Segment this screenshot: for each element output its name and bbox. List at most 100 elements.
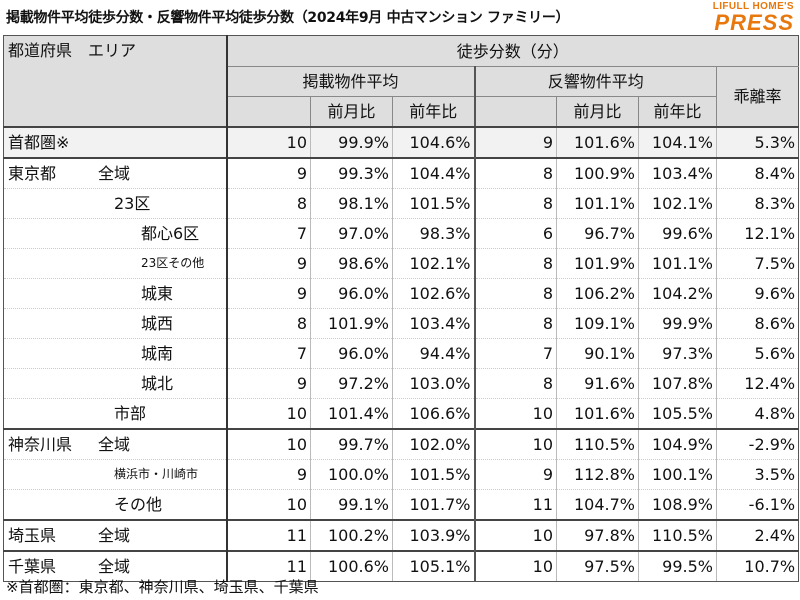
divergence-rate: 10.7% [716,550,800,582]
response-yoy: 99.6% [638,218,717,249]
header-pref-area: 都道府県 エリア [3,35,228,128]
listing-mom: 98.1% [310,188,393,219]
response-minutes: 10 [474,428,557,460]
response-minutes: 10 [474,519,557,552]
response-yoy: 104.1% [638,126,717,159]
response-yoy: 101.1% [638,248,717,279]
response-minutes: 9 [474,126,557,159]
response-yoy: 99.5% [638,550,717,582]
divergence-rate: 2.4% [716,519,800,552]
header-response-mom: 前月比 [556,96,639,128]
listing-minutes: 9 [226,157,311,189]
pref-cell: 首都圏※ [3,126,228,159]
response-yoy: 99.9% [638,308,717,339]
response-mom: 104.7% [556,489,639,521]
listing-minutes: 9 [226,248,311,279]
listing-mom: 100.2% [310,519,393,552]
response-minutes: 8 [474,308,557,339]
listing-yoy: 104.6% [392,126,476,159]
brand-logo: LIFULL HOME'S PRESS [682,1,794,34]
listing-minutes: 10 [226,489,311,521]
response-mom: 100.9% [556,157,639,189]
pref-cell: 埼玉県 全域 [3,519,228,552]
listing-mom: 99.9% [310,126,393,159]
listing-mom: 101.9% [310,308,393,339]
listing-yoy: 105.1% [392,550,476,582]
table-row: 23区 8 98.1% 101.5% 8 101.1% 102.1% 8.3% [3,188,800,219]
area-name: 城南 [3,338,228,369]
response-mom: 97.8% [556,519,639,552]
pref-cell: 東京都 全域 [3,157,228,189]
listing-yoy: 104.4% [392,157,476,189]
footnote: ※首都圏：東京都、神奈川県、埼玉県、千葉県 [6,578,319,596]
area-name: 23区 [3,188,228,219]
header-listing-avg: 掲載物件平均 [226,66,476,97]
logo-top-text: LIFULL HOME'S [712,1,794,12]
listing-mom: 96.0% [310,278,393,309]
response-mom: 101.9% [556,248,639,279]
response-minutes: 11 [474,489,557,521]
listing-minutes: 11 [226,519,311,552]
response-yoy: 107.8% [638,368,717,399]
table-row: 城西 8 101.9% 103.4% 8 109.1% 99.9% 8.6% [3,308,800,339]
divergence-rate: 9.6% [716,278,800,309]
response-minutes: 8 [474,157,557,189]
listing-mom: 97.0% [310,218,393,249]
pref-cell: 神奈川県 全域 [3,428,228,460]
listing-minutes: 8 [226,188,311,219]
header-response-yoy: 前年比 [638,96,717,128]
listing-yoy: 106.6% [392,398,476,430]
listing-minutes: 9 [226,278,311,309]
response-minutes: 8 [474,248,557,279]
response-mom: 90.1% [556,338,639,369]
response-yoy: 110.5% [638,519,717,552]
response-yoy: 108.9% [638,489,717,521]
listing-mom: 97.2% [310,368,393,399]
area-name: 全域 [98,526,131,545]
header-response-avg: 反響物件平均 [474,66,717,97]
header-blank [226,96,311,128]
table-row: 千葉県 全域 11 100.6% 105.1% 10 97.5% 99.5% 10… [3,550,800,582]
listing-minutes: 7 [226,218,311,249]
divergence-rate: 5.6% [716,338,800,369]
listing-minutes: 11 [226,550,311,582]
response-minutes: 10 [474,550,557,582]
area-name: 都心6区 [3,218,228,249]
header-blank [474,96,557,128]
pref-name: 千葉県 [8,557,57,576]
divergence-rate: 12.4% [716,368,800,399]
listing-mom: 99.7% [310,428,393,460]
table-row: 23区その他 9 98.6% 102.1% 8 101.9% 101.1% 7.… [3,248,800,279]
response-minutes: 8 [474,278,557,309]
area-name: 市部 [3,398,228,430]
listing-yoy: 101.7% [392,489,476,521]
table-row: 都心6区 7 97.0% 98.3% 6 96.7% 99.6% 12.1% [3,218,800,249]
area-name: 全域 [98,557,131,576]
response-minutes: 6 [474,218,557,249]
response-minutes: 7 [474,338,557,369]
response-mom: 91.6% [556,368,639,399]
header-divergence: 乖離率 [716,66,800,128]
response-yoy: 103.4% [638,157,717,189]
area-name: その他 [3,489,228,521]
response-yoy: 105.5% [638,398,717,430]
table-row: 横浜市・川崎市 9 100.0% 101.5% 9 112.8% 100.1% … [3,459,800,490]
area-name: 23区その他 [3,248,228,279]
listing-yoy: 102.6% [392,278,476,309]
pref-cell: 千葉県 全域 [3,550,228,582]
response-mom: 109.1% [556,308,639,339]
listing-minutes: 7 [226,338,311,369]
page-title: 掲載物件平均徒歩分数・反響物件平均徒歩分数（2024年9月 中古マンション ファ… [6,10,570,26]
divergence-rate: -6.1% [716,489,800,521]
listing-minutes: 9 [226,368,311,399]
header-listing-yoy: 前年比 [392,96,476,128]
table-row: 城南 7 96.0% 94.4% 7 90.1% 97.3% 5.6% [3,338,800,369]
header-walk-minutes: 徒歩分数（分） [226,35,800,67]
response-minutes: 10 [474,398,557,430]
response-yoy: 97.3% [638,338,717,369]
listing-mom: 99.3% [310,157,393,189]
pref-name: 東京都 [8,164,57,183]
listing-yoy: 103.0% [392,368,476,399]
table-row: 神奈川県 全域 10 99.7% 102.0% 10 110.5% 104.9% … [3,428,800,460]
divergence-rate: 4.8% [716,398,800,430]
